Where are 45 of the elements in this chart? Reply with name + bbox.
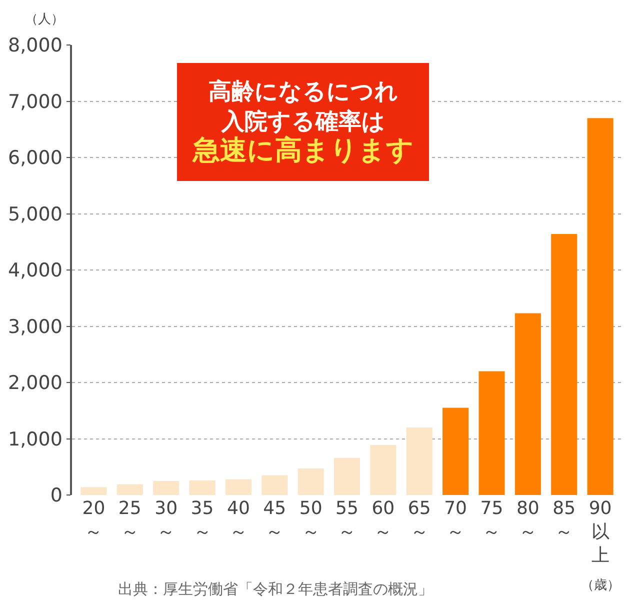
bar xyxy=(116,484,143,495)
source-note: 出典：厚生労働省「令和２年患者調査の概況」 xyxy=(118,580,433,598)
bar xyxy=(478,371,505,495)
annotation: 高齢になるにつれ xyxy=(208,78,398,105)
bar xyxy=(587,118,614,495)
x-tick-label: 70～ xyxy=(444,498,468,542)
bar xyxy=(551,234,578,495)
y-tick-label: 3,000 xyxy=(8,316,62,338)
x-tick-label: 90以上 xyxy=(588,498,612,566)
x-tick-label: 85～ xyxy=(552,498,576,542)
bar xyxy=(80,487,107,495)
y-tick-label: 2,000 xyxy=(8,372,62,394)
x-tick-label: 50～ xyxy=(299,498,322,542)
bar xyxy=(370,444,396,495)
bar xyxy=(406,428,432,495)
x-tick-label: 60～ xyxy=(372,498,395,542)
x-tick-label: 30～ xyxy=(154,498,178,542)
x-tick-label: 40～ xyxy=(226,498,250,542)
x-axis-title: （歳） xyxy=(581,578,620,593)
bar xyxy=(442,408,469,495)
bar xyxy=(262,475,288,495)
x-tick-label: 25～ xyxy=(118,498,142,542)
annotation: 急速に高まります xyxy=(192,134,414,166)
x-tick-label: 35～ xyxy=(190,498,214,542)
y-tick-label: 6,000 xyxy=(8,147,62,170)
bar xyxy=(298,468,324,495)
bar xyxy=(334,458,360,495)
x-tick-label: 65～ xyxy=(408,498,431,542)
annotation: 入院する確率は xyxy=(220,108,386,135)
y-tick-label: 8,000 xyxy=(8,34,62,57)
y-tick-label: 1,000 xyxy=(8,428,62,450)
bar xyxy=(153,480,180,495)
y-tick-label: 5,000 xyxy=(8,203,62,226)
x-tick-label: 80～ xyxy=(516,498,540,542)
y-tick-label: 0 xyxy=(50,484,62,507)
bar xyxy=(514,313,541,495)
x-tick-label: 45～ xyxy=(263,498,286,542)
x-tick-label: 75～ xyxy=(480,498,504,542)
bar xyxy=(225,479,252,495)
y-tick-label: 7,000 xyxy=(8,90,62,113)
y-tick-label: 4,000 xyxy=(8,260,62,282)
x-tick-label: 55～ xyxy=(336,498,358,542)
x-tick-label: 20～ xyxy=(82,498,106,542)
bar xyxy=(189,480,216,495)
y-axis-title: （人） xyxy=(25,12,64,27)
